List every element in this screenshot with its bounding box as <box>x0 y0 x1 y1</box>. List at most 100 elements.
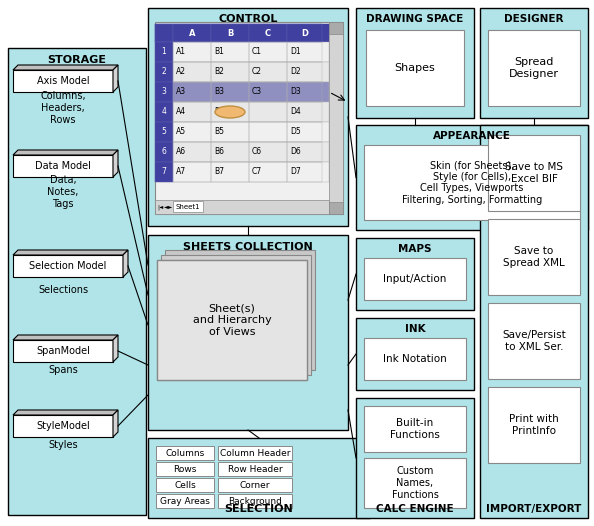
Bar <box>249 62 287 82</box>
Text: ►: ► <box>168 205 172 209</box>
Bar <box>157 260 307 380</box>
Bar <box>173 24 211 42</box>
Bar <box>211 142 249 162</box>
Text: D7: D7 <box>290 167 301 177</box>
Text: C2: C2 <box>252 67 262 76</box>
Bar <box>488 30 580 106</box>
Bar <box>155 42 173 62</box>
Bar <box>155 82 329 102</box>
Bar <box>249 24 287 42</box>
Polygon shape <box>113 335 118 362</box>
Polygon shape <box>113 410 118 437</box>
Bar <box>287 122 322 142</box>
Bar <box>287 24 322 42</box>
Bar <box>155 42 329 62</box>
Text: SELECTION: SELECTION <box>225 504 293 514</box>
Text: A1: A1 <box>176 47 186 56</box>
Text: Styles: Styles <box>48 440 78 450</box>
Bar <box>218 494 292 508</box>
Text: STORAGE: STORAGE <box>48 55 106 65</box>
Text: StyleModel: StyleModel <box>36 421 90 431</box>
Text: 6: 6 <box>162 147 166 157</box>
Text: D6: D6 <box>290 147 301 157</box>
Text: Sheet1: Sheet1 <box>176 204 200 210</box>
Bar <box>480 125 588 518</box>
Bar <box>173 62 211 82</box>
Text: C6: C6 <box>252 147 262 157</box>
Text: MAPS: MAPS <box>398 244 432 254</box>
Text: Selections: Selections <box>38 285 88 295</box>
Text: A3: A3 <box>176 87 186 96</box>
Text: Data,
Notes,
Tags: Data, Notes, Tags <box>48 175 78 209</box>
Bar <box>156 478 214 492</box>
Text: B3: B3 <box>214 87 224 96</box>
Text: Rows: Rows <box>173 464 197 473</box>
Bar <box>364 338 466 380</box>
Text: Columns: Columns <box>165 449 204 458</box>
Bar <box>156 494 214 508</box>
Text: Cells: Cells <box>174 480 196 490</box>
Bar <box>364 406 466 452</box>
Bar <box>287 62 322 82</box>
Polygon shape <box>123 250 128 277</box>
Text: B: B <box>227 28 233 37</box>
Bar <box>155 82 173 102</box>
Text: B5: B5 <box>214 127 224 137</box>
Bar <box>155 62 173 82</box>
Text: 2: 2 <box>162 67 166 76</box>
Bar <box>155 162 173 182</box>
Bar <box>148 8 348 226</box>
Text: Corner: Corner <box>240 480 270 490</box>
Bar <box>356 8 474 118</box>
Text: Skin (for Sheets),
Style (for Cells),
Cell Types, Viewports
Filtering, Sorting, : Skin (for Sheets), Style (for Cells), Ce… <box>402 160 542 205</box>
Bar <box>155 122 329 142</box>
Text: Gray Areas: Gray Areas <box>160 497 210 505</box>
Bar <box>249 82 287 102</box>
Bar <box>156 462 214 476</box>
Text: D2: D2 <box>290 67 301 76</box>
Bar <box>155 62 329 82</box>
Bar <box>13 255 123 277</box>
Bar <box>249 102 287 122</box>
Bar <box>148 235 348 430</box>
Bar <box>155 102 173 122</box>
Text: B4: B4 <box>214 107 224 116</box>
Bar <box>13 340 113 362</box>
Polygon shape <box>13 150 118 155</box>
Bar <box>8 48 146 515</box>
Text: Axis Model: Axis Model <box>37 76 89 86</box>
Bar <box>488 135 580 211</box>
Text: Column Header: Column Header <box>220 449 290 458</box>
Polygon shape <box>13 335 118 340</box>
Bar <box>165 250 315 370</box>
Bar <box>155 142 329 162</box>
Bar <box>13 70 113 92</box>
Bar <box>155 24 329 42</box>
Text: Built-in
Functions: Built-in Functions <box>390 418 440 440</box>
Text: A4: A4 <box>176 107 186 116</box>
Bar <box>155 122 173 142</box>
Bar <box>249 142 287 162</box>
Bar <box>356 238 474 310</box>
Text: Row Header: Row Header <box>228 464 282 473</box>
Bar <box>155 22 343 214</box>
Bar <box>155 24 173 42</box>
Text: Selection Model: Selection Model <box>29 261 107 271</box>
Bar <box>329 22 343 214</box>
Bar <box>218 462 292 476</box>
Bar <box>366 30 464 106</box>
Text: D: D <box>301 28 308 37</box>
Text: Custom
Names,
Functions: Custom Names, Functions <box>391 467 438 500</box>
Text: D4: D4 <box>290 107 301 116</box>
Text: Sheet(s)
and Hierarchy
of Views: Sheet(s) and Hierarchy of Views <box>192 304 271 337</box>
Bar <box>155 142 173 162</box>
Text: CALC ENGINE: CALC ENGINE <box>376 504 454 514</box>
Text: A7: A7 <box>176 167 186 177</box>
Text: CONTROL: CONTROL <box>219 14 277 24</box>
Text: IMPORT/EXPORT: IMPORT/EXPORT <box>486 504 582 514</box>
Text: B6: B6 <box>214 147 224 157</box>
Text: 1: 1 <box>162 47 166 56</box>
Text: 4: 4 <box>162 107 166 116</box>
Text: DESIGNER: DESIGNER <box>504 14 564 24</box>
Text: A6: A6 <box>176 147 186 157</box>
